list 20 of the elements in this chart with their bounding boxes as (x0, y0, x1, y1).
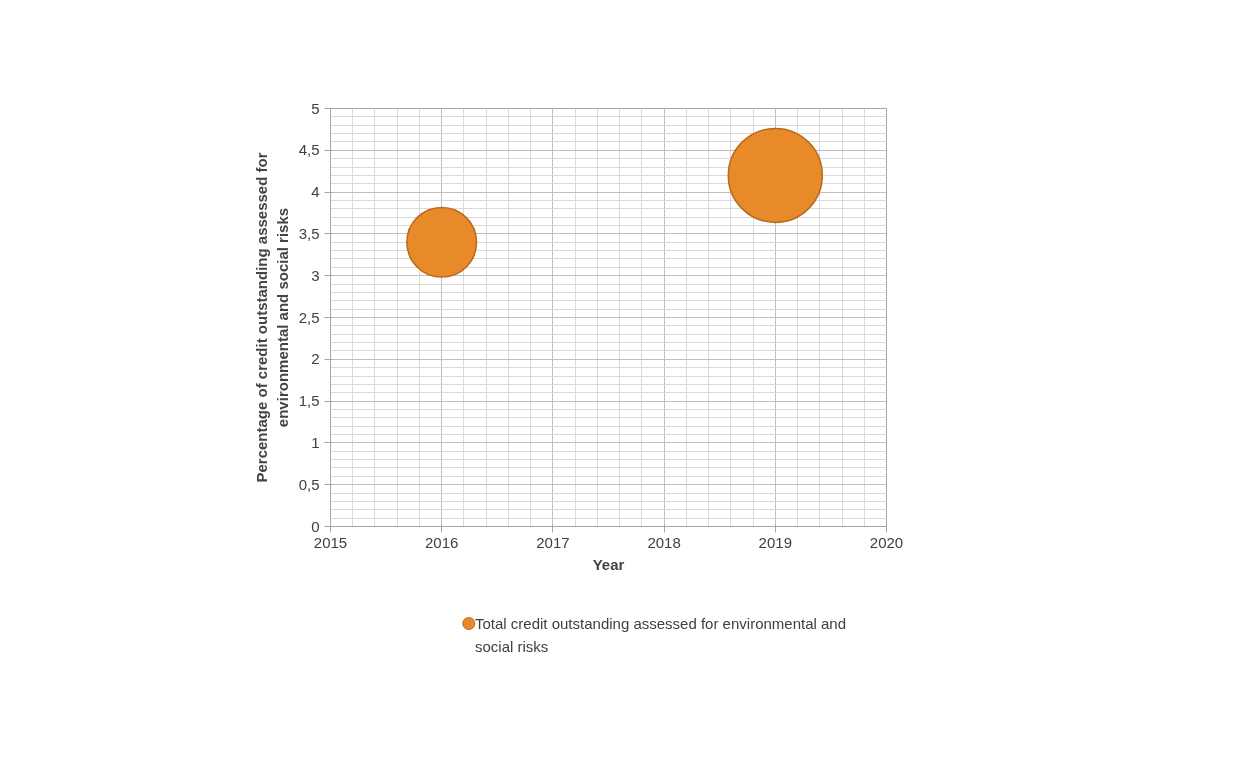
x-tick-label: 2017 (536, 533, 570, 551)
y-tick-label: 2,5 (298, 308, 320, 326)
y-tick-label: 0,5 (298, 475, 320, 493)
legend-label: Total credit outstanding assessed for environmental and social risks (474, 614, 847, 656)
x-tick-label: 2018 (647, 533, 681, 551)
y-tick-label: 4 (311, 183, 320, 201)
x-tick-label: 2020 (869, 533, 904, 551)
y-tick-label: 4,5 (298, 141, 320, 159)
y-axis-title: Percentage of credit outstanding assessed for environmental and social risks (253, 152, 291, 483)
y-tick-label: 2 (311, 350, 320, 368)
y-tick-label: 5 (311, 99, 320, 117)
y-tick-label: 3 (311, 266, 320, 284)
y-tick-label: 0 (311, 517, 320, 535)
x-tick-label: 2016 (425, 533, 459, 551)
x-tick-label: 2015 (313, 533, 348, 551)
y-tick-label: 1,5 (298, 392, 320, 410)
y-tick-label: 3,5 (298, 224, 320, 242)
y-tick-label: 1 (311, 433, 320, 451)
x-tick-label: 2019 (758, 533, 792, 551)
x-axis-title: Year (592, 555, 625, 573)
